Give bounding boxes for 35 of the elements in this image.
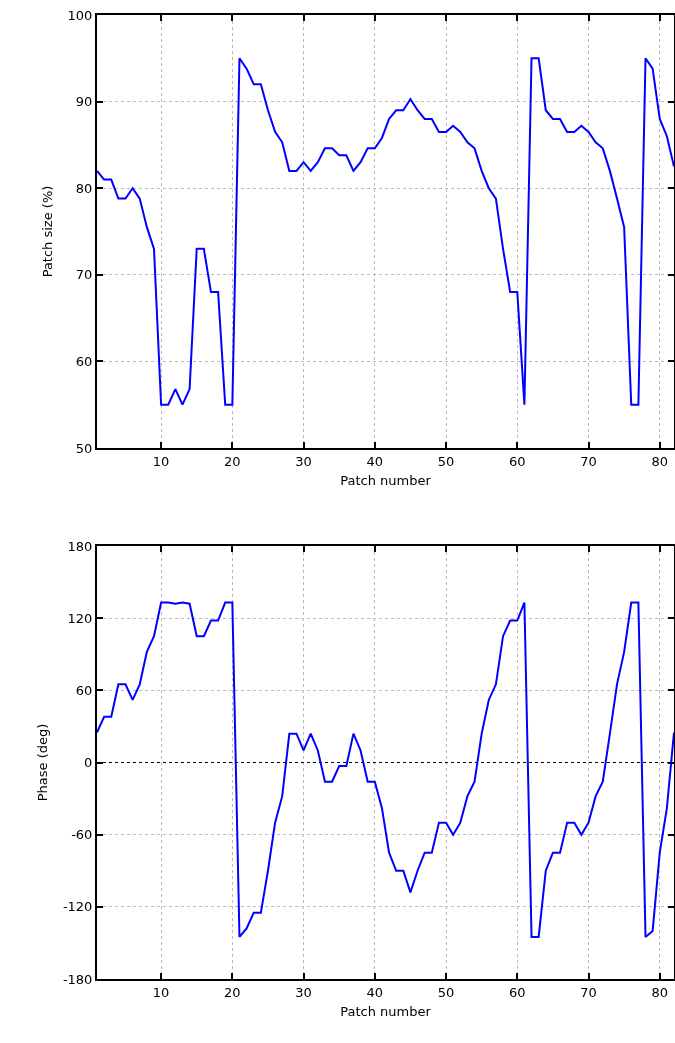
line-series — [97, 57, 674, 406]
x-axis-title: Patch number — [340, 1003, 432, 1019]
x-tick-label: 20 — [224, 453, 241, 469]
x-tick-label: 30 — [295, 453, 312, 469]
x-axis-title: Patch number — [340, 472, 432, 488]
y-tick-label: -60 — [71, 827, 93, 843]
x-tick-label: 80 — [651, 984, 669, 1000]
x-tick-label: 10 — [152, 453, 170, 469]
x-tick-label: 80 — [651, 453, 669, 469]
y-tick-label: 100 — [67, 7, 93, 23]
y-tick-label: -180 — [62, 971, 93, 987]
y-axis-title: Patch size (%) — [40, 185, 56, 278]
y-tick-label: -120 — [62, 899, 93, 915]
y-tick-label: 180 — [67, 538, 93, 554]
y-tick-label: 80 — [75, 180, 93, 196]
x-tick-label: 40 — [366, 984, 384, 1000]
y-tick-label: 120 — [67, 610, 93, 626]
x-tick-label: 50 — [437, 453, 455, 469]
x-tick-label: 10 — [152, 984, 170, 1000]
y-tick-label: 50 — [75, 440, 93, 456]
x-tick-label: 40 — [366, 453, 384, 469]
x-tick-label: 60 — [509, 984, 526, 1000]
x-tick-label: 50 — [437, 984, 455, 1000]
y-tick-label: 60 — [75, 682, 93, 698]
y-tick-label: 60 — [75, 353, 93, 369]
y-tick-label: 0 — [84, 755, 93, 771]
y-tick-label: 70 — [75, 267, 93, 283]
x-tick-label: 60 — [509, 453, 526, 469]
x-tick-label: 70 — [580, 453, 597, 469]
y-axis-title: Phase (deg) — [35, 723, 51, 802]
line-series — [97, 601, 674, 938]
y-tick-label: 90 — [75, 94, 93, 110]
x-tick-label: 30 — [295, 984, 312, 1000]
x-tick-label: 70 — [580, 984, 597, 1000]
x-tick-label: 20 — [224, 984, 241, 1000]
